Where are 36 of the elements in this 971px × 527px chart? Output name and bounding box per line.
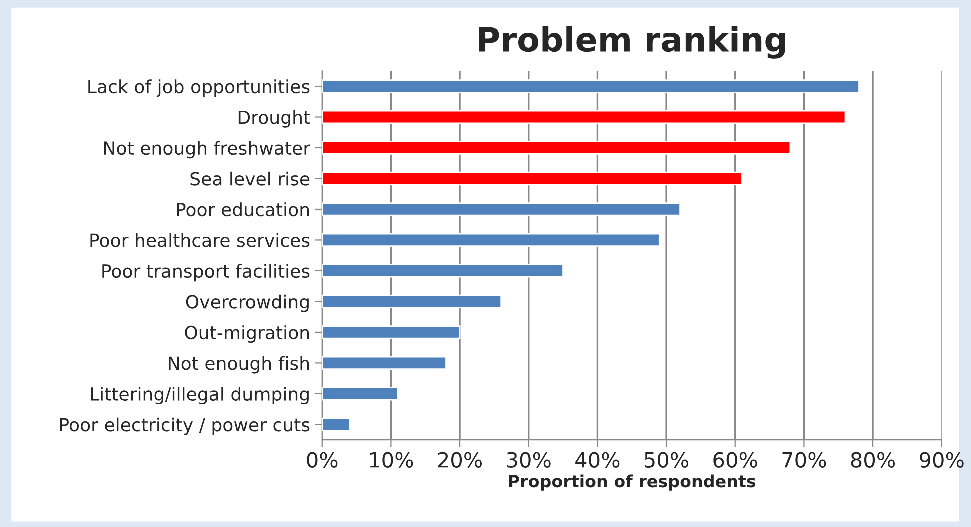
- y-tick-label: Poor transport facilities: [102, 264, 310, 282]
- bar: [322, 387, 399, 401]
- bar: [322, 141, 792, 155]
- bar: [322, 172, 743, 186]
- x-tick-label: 90%: [920, 452, 964, 468]
- bar: [322, 110, 846, 124]
- x-tick-label: 70%: [782, 452, 826, 468]
- y-tick-label: Sea level rise: [190, 172, 310, 186]
- y-tick-label: Littering/illegal dumping: [91, 387, 309, 405]
- bar: [322, 264, 564, 278]
- bar: [322, 233, 660, 248]
- y-tick-label: Not enough fish: [169, 356, 310, 374]
- x-tick-label: 50%: [644, 452, 689, 468]
- x-tick-label: 60%: [714, 452, 758, 468]
- bar: [322, 80, 860, 94]
- y-tick-label: Not enough freshwater: [104, 141, 311, 159]
- bar: [322, 418, 351, 432]
- x-tick-label: 10%: [370, 452, 414, 468]
- bar: [322, 326, 461, 340]
- x-tick-label: 20%: [438, 452, 482, 468]
- bar: [322, 202, 681, 216]
- y-tick-label: Poor education: [177, 202, 310, 217]
- bar: [322, 294, 502, 309]
- y-tick-label: Drought: [238, 110, 310, 128]
- bar: [322, 356, 447, 370]
- chart-title: Problem ranking: [479, 26, 786, 59]
- x-tick-label: 80%: [851, 452, 896, 468]
- x-axis-title: Proportion of respondents: [509, 474, 756, 491]
- y-tick-label: Poor electricity / power cuts: [60, 418, 310, 436]
- y-tick-label: Poor healthcare services: [90, 233, 310, 248]
- x-tick-label: 0%: [307, 452, 338, 468]
- y-tick-label: Out-migration: [185, 326, 310, 344]
- y-tick-label: Lack of job opportunities: [88, 80, 310, 98]
- x-tick-label: 40%: [576, 452, 620, 468]
- x-tick-label: 30%: [507, 452, 551, 468]
- y-tick-label: Overcrowding: [186, 294, 309, 312]
